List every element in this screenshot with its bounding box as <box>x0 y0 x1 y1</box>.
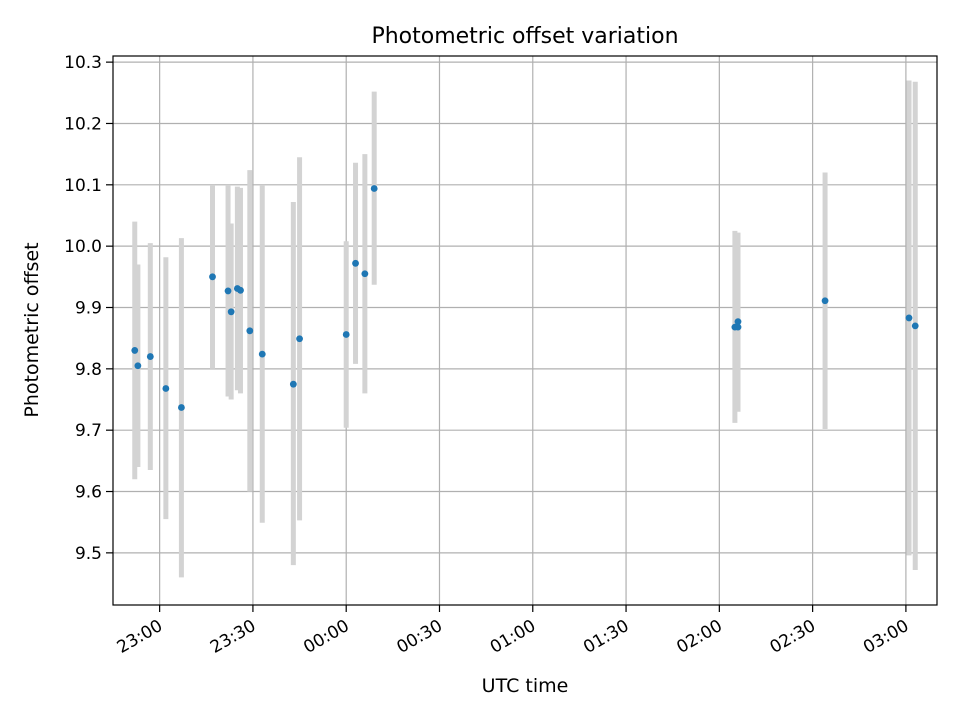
plot-frame <box>112 55 938 606</box>
data-point <box>821 297 829 305</box>
data-point <box>734 323 742 331</box>
y-tick-label: 9.8 <box>75 360 102 380</box>
y-tick-label: 9.6 <box>75 483 102 503</box>
y-tick-label: 9.7 <box>75 421 102 441</box>
data-point <box>289 380 297 388</box>
y-tick-label: 10.2 <box>64 114 102 134</box>
data-point <box>246 327 254 335</box>
data-point <box>237 286 244 294</box>
data-point <box>224 287 232 295</box>
data-point <box>134 362 142 370</box>
data-point <box>209 273 216 281</box>
data-point <box>734 318 742 326</box>
y-axis-ticks: 9.5 9.6 9.7 9.8 9.9 10.0 10.1 10.2 10.3 <box>64 53 113 564</box>
y-tick-label: 9.5 <box>75 544 102 564</box>
data-points <box>131 185 919 411</box>
y-axis-label: Photometric offset <box>21 242 43 417</box>
y-tick-label: 10.1 <box>64 176 102 196</box>
data-point <box>258 350 266 358</box>
data-point <box>342 331 350 338</box>
data-point <box>162 385 170 392</box>
chart-title: Photometric offset variation <box>371 24 678 49</box>
x-axis-label: UTC time <box>482 675 569 697</box>
data-point <box>370 185 378 192</box>
data-point <box>178 404 185 411</box>
y-tick-label: 10.0 <box>64 237 102 257</box>
y-tick-label: 9.9 <box>75 298 102 318</box>
data-point <box>352 259 359 267</box>
data-point <box>131 347 139 354</box>
data-point <box>146 353 154 360</box>
data-point <box>227 308 235 316</box>
data-point <box>361 270 369 278</box>
y-tick-label: 10.3 <box>64 53 102 73</box>
data-point <box>911 322 919 330</box>
data-point <box>905 314 913 322</box>
data-point <box>296 335 303 343</box>
